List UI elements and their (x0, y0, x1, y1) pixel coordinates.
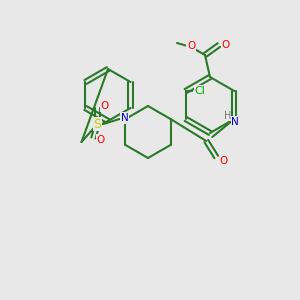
Text: N: N (231, 117, 239, 127)
Text: O: O (219, 156, 227, 166)
Text: Cl: Cl (194, 86, 205, 96)
Text: O: O (187, 41, 195, 51)
Text: O: O (96, 135, 105, 145)
Text: N: N (121, 113, 128, 123)
Text: O: O (222, 40, 230, 50)
Text: S: S (94, 118, 101, 130)
Text: H: H (224, 111, 231, 121)
Text: O: O (100, 101, 109, 111)
